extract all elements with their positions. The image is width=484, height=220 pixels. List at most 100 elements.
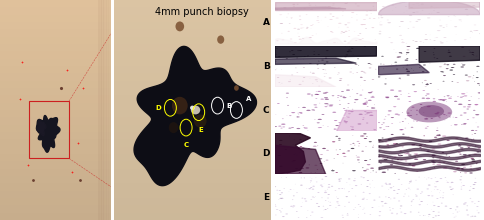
Ellipse shape	[446, 64, 449, 65]
Ellipse shape	[293, 154, 295, 155]
Bar	[0, 169, 111, 176]
Bar	[0, 15, 111, 22]
Ellipse shape	[280, 198, 282, 199]
Ellipse shape	[288, 128, 291, 129]
Ellipse shape	[307, 26, 308, 27]
Ellipse shape	[382, 158, 385, 159]
Bar	[0, 95, 111, 103]
Ellipse shape	[476, 163, 478, 164]
Bar	[101, 0, 104, 220]
Ellipse shape	[477, 83, 480, 84]
Ellipse shape	[465, 64, 466, 65]
Bar	[114, 183, 271, 191]
Ellipse shape	[380, 17, 383, 18]
Ellipse shape	[295, 168, 298, 169]
Ellipse shape	[364, 98, 366, 99]
Ellipse shape	[419, 41, 422, 42]
Ellipse shape	[440, 71, 443, 72]
Bar	[0, 183, 111, 191]
Ellipse shape	[371, 64, 372, 65]
Ellipse shape	[352, 73, 354, 74]
Bar	[0, 117, 111, 125]
Ellipse shape	[306, 28, 308, 29]
Ellipse shape	[277, 77, 279, 78]
Ellipse shape	[420, 201, 423, 202]
Ellipse shape	[407, 102, 452, 122]
Ellipse shape	[354, 31, 355, 32]
Ellipse shape	[389, 37, 391, 38]
Ellipse shape	[297, 50, 299, 51]
Ellipse shape	[393, 143, 397, 145]
Ellipse shape	[455, 161, 458, 162]
Ellipse shape	[275, 206, 276, 207]
Ellipse shape	[355, 185, 357, 186]
Ellipse shape	[291, 127, 294, 128]
Bar	[103, 0, 105, 220]
Bar	[0, 110, 111, 117]
Ellipse shape	[347, 22, 350, 23]
Ellipse shape	[434, 167, 435, 168]
Ellipse shape	[365, 28, 367, 29]
Ellipse shape	[408, 96, 411, 97]
Ellipse shape	[478, 201, 480, 202]
Ellipse shape	[348, 191, 350, 192]
Ellipse shape	[438, 116, 440, 117]
Ellipse shape	[407, 46, 410, 47]
Ellipse shape	[451, 182, 454, 183]
Ellipse shape	[324, 97, 328, 98]
Ellipse shape	[281, 124, 286, 125]
Ellipse shape	[315, 165, 318, 166]
Ellipse shape	[460, 115, 463, 116]
Ellipse shape	[443, 64, 446, 65]
Ellipse shape	[424, 86, 427, 87]
Ellipse shape	[446, 140, 450, 141]
Ellipse shape	[463, 167, 466, 168]
Ellipse shape	[331, 170, 334, 171]
Ellipse shape	[423, 64, 426, 66]
Ellipse shape	[348, 36, 350, 37]
Ellipse shape	[400, 150, 402, 151]
Ellipse shape	[355, 40, 357, 41]
Ellipse shape	[464, 95, 468, 97]
Ellipse shape	[318, 54, 320, 55]
Ellipse shape	[304, 198, 306, 199]
Ellipse shape	[359, 39, 362, 40]
Ellipse shape	[373, 2, 375, 3]
Ellipse shape	[344, 121, 348, 122]
Ellipse shape	[348, 178, 350, 179]
Ellipse shape	[294, 42, 297, 43]
Ellipse shape	[443, 99, 447, 100]
Polygon shape	[134, 46, 257, 186]
Polygon shape	[275, 2, 377, 10]
Ellipse shape	[338, 188, 340, 189]
Ellipse shape	[371, 107, 375, 109]
Ellipse shape	[350, 144, 352, 145]
Ellipse shape	[321, 179, 323, 180]
Ellipse shape	[399, 78, 401, 79]
Ellipse shape	[318, 206, 320, 207]
Ellipse shape	[400, 21, 404, 22]
Ellipse shape	[380, 21, 381, 22]
Ellipse shape	[388, 139, 392, 140]
Ellipse shape	[420, 104, 423, 105]
Ellipse shape	[286, 97, 288, 98]
Ellipse shape	[320, 99, 324, 100]
Ellipse shape	[286, 58, 288, 59]
Ellipse shape	[368, 100, 372, 101]
Bar	[114, 95, 271, 103]
Ellipse shape	[305, 201, 307, 202]
Ellipse shape	[461, 63, 463, 64]
Ellipse shape	[407, 115, 410, 116]
Ellipse shape	[424, 51, 426, 52]
Polygon shape	[275, 75, 336, 87]
Ellipse shape	[402, 146, 404, 147]
Bar	[114, 169, 271, 176]
Ellipse shape	[348, 103, 349, 104]
Ellipse shape	[378, 215, 380, 216]
Ellipse shape	[274, 186, 276, 187]
Ellipse shape	[346, 182, 348, 183]
Ellipse shape	[406, 69, 408, 70]
Ellipse shape	[286, 213, 288, 214]
Ellipse shape	[408, 154, 410, 155]
Ellipse shape	[442, 135, 446, 137]
